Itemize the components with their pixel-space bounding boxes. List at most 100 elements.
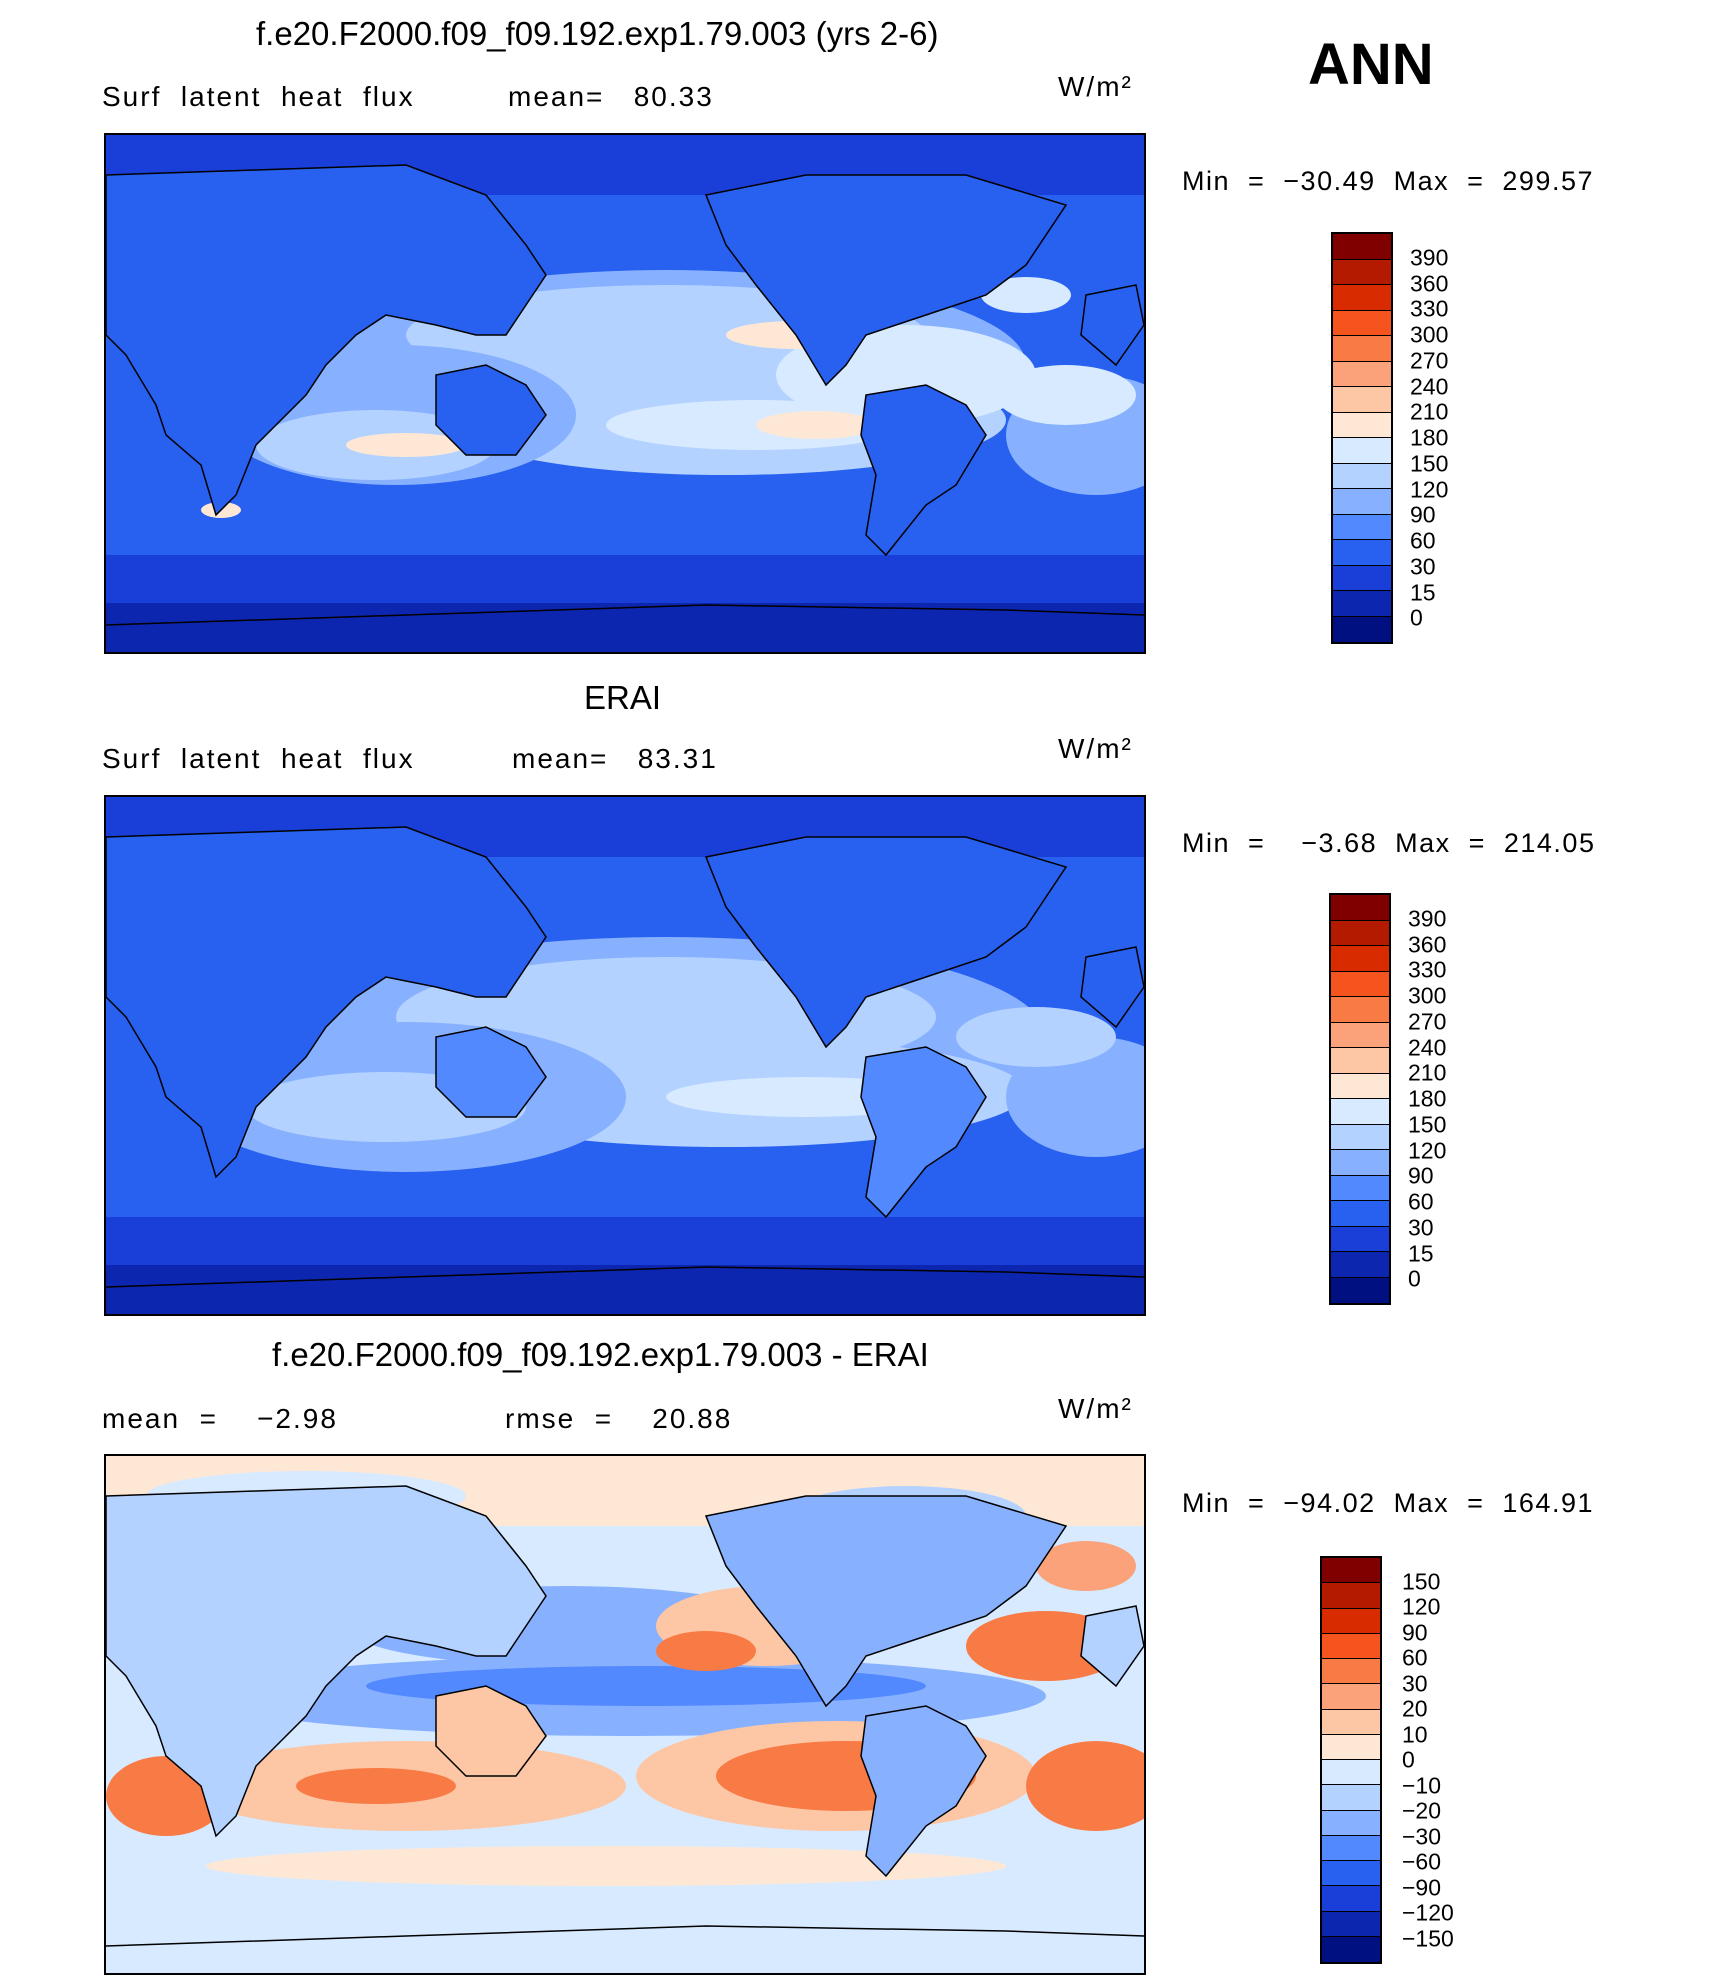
colorbar-swatch (1333, 591, 1391, 617)
colorbar-tick-label: 15 (1408, 1240, 1434, 1266)
colorbar-swatch (1322, 1734, 1380, 1760)
colorbar-swatch (1322, 1911, 1380, 1937)
colorbar-tick-label: 90 (1402, 1619, 1428, 1645)
colorbar-swatch (1331, 1124, 1389, 1150)
colorbar-swatch (1333, 514, 1391, 540)
colorbar-tick-label: 15 (1410, 579, 1436, 605)
colorbar-tick-label: 300 (1410, 321, 1449, 348)
colorbar-tick-label: 150 (1402, 1568, 1441, 1594)
colorbar-swatch (1331, 1048, 1389, 1074)
panel2-mean-label: mean= 83.31 (512, 743, 718, 774)
colorbar-tick-label: 120 (1408, 1137, 1447, 1163)
colorbar-tick-label: −30 (1402, 1823, 1442, 1849)
colorbar-tick-label: 240 (1410, 373, 1449, 399)
colorbar-tick-label: 30 (1408, 1214, 1434, 1241)
panel2-title: ERAI (584, 679, 662, 716)
colorbar-swatch (1331, 1201, 1389, 1227)
panel2-units-label: W/m² (1058, 733, 1133, 764)
colorbar-swatch (1331, 1150, 1389, 1176)
colorbar-tick-label: 390 (1408, 905, 1447, 932)
colorbar-swatch (1333, 489, 1391, 515)
colorbar-tick-label: 300 (1408, 982, 1447, 1009)
colorbar-tick-label: 120 (1410, 476, 1449, 502)
colorbar-swatch (1322, 1760, 1380, 1786)
colorbar-swatch (1322, 1684, 1380, 1710)
colorbar-swatch (1322, 1583, 1380, 1609)
colorbar-tick-label: 360 (1408, 931, 1447, 957)
colorbar-tick-label: 210 (1410, 398, 1449, 425)
panel2-minmax-label: Min = −3.68 Max = 214.05 (1182, 828, 1596, 858)
colorbar-tick-label: 0 (1410, 604, 1423, 631)
colorbar-swatch (1331, 1073, 1389, 1099)
colorbar-tick-label: 60 (1410, 527, 1436, 554)
colorbar-swatch (1333, 616, 1391, 642)
colorbar-swatch (1331, 1277, 1389, 1303)
colorbar-swatch (1322, 1886, 1380, 1912)
colorbar-tick-label: 0 (1408, 1265, 1421, 1292)
colorbar-tick-label: 360 (1410, 270, 1449, 296)
colorbar-swatch (1322, 1810, 1380, 1836)
colorbar-swatch (1331, 1226, 1389, 1252)
colorbar-tick-label: 270 (1410, 347, 1449, 374)
panel1-variable-label: Surf latent heat flux (102, 81, 415, 112)
colorbar-swatch (1333, 361, 1391, 387)
panel3-units-label: W/m² (1058, 1393, 1133, 1424)
colorbar-tick-label: −10 (1402, 1772, 1442, 1798)
colorbar-swatch (1331, 895, 1389, 921)
colorbar-tick-label: 120 (1402, 1593, 1441, 1620)
colorbar-tick-label: 180 (1410, 424, 1449, 451)
colorbar-swatch (1322, 1936, 1380, 1962)
colorbar-swatch (1322, 1633, 1380, 1659)
colorbar-tick-label: 10 (1402, 1721, 1428, 1747)
panel2-map (104, 795, 1146, 1316)
colorbar-tick-label: 240 (1408, 1034, 1447, 1060)
colorbar-tick-label: 330 (1410, 295, 1449, 322)
colorbar-swatch (1331, 971, 1389, 997)
colorbar-tick-label: 60 (1408, 1188, 1434, 1215)
panel1-minmax-label: Min = −30.49 Max = 299.57 (1182, 166, 1594, 196)
colorbar-swatch (1333, 438, 1391, 464)
colorbar-tick-label: 270 (1408, 1008, 1447, 1035)
colorbar-swatch (1331, 920, 1389, 946)
colorbar-swatch (1333, 463, 1391, 489)
colorbar-tick-label: 90 (1408, 1162, 1434, 1189)
colorbar-swatch (1322, 1608, 1380, 1634)
colorbar-swatch (1333, 234, 1391, 260)
panel2-colorbar (1329, 893, 1391, 1305)
colorbar-swatch (1333, 565, 1391, 591)
colorbar-swatch (1322, 1861, 1380, 1887)
colorbar-tick-label: 30 (1402, 1670, 1428, 1696)
colorbar-tick-label: 30 (1410, 553, 1436, 580)
colorbar-tick-label: 150 (1410, 450, 1449, 477)
colorbar-tick-label: −120 (1402, 1899, 1454, 1926)
colorbar-swatch (1333, 412, 1391, 438)
colorbar-swatch (1322, 1659, 1380, 1685)
colorbar-swatch (1331, 997, 1389, 1023)
colorbar-swatch (1322, 1785, 1380, 1811)
colorbar-tick-label: −90 (1402, 1874, 1442, 1900)
colorbar-swatch (1331, 1099, 1389, 1125)
colorbar-tick-label: 20 (1402, 1695, 1428, 1722)
colorbar-tick-label: 210 (1408, 1059, 1447, 1086)
panel3-rmse-label: rmse = 20.88 (505, 1403, 733, 1434)
colorbar-swatch (1333, 540, 1391, 566)
panel3-mean-label: mean = −2.98 (102, 1403, 338, 1434)
panel1-colorbar (1331, 232, 1393, 644)
colorbar-tick-label: −60 (1402, 1848, 1442, 1875)
colorbar-tick-label: −150 (1402, 1925, 1454, 1951)
colorbar-swatch (1333, 387, 1391, 413)
colorbar-swatch (1331, 1175, 1389, 1201)
colorbar-swatch (1333, 336, 1391, 362)
colorbar-tick-label: 90 (1410, 501, 1436, 528)
colorbar-swatch (1322, 1558, 1380, 1584)
season-label: ANN (1308, 32, 1434, 97)
panel1-units-label: W/m² (1058, 71, 1133, 102)
colorbar-swatch (1331, 1252, 1389, 1278)
panel1-map (104, 133, 1146, 654)
colorbar-swatch (1322, 1835, 1380, 1861)
colorbar-swatch (1331, 946, 1389, 972)
panel1-mean-label: mean= 80.33 (508, 81, 714, 112)
colorbar-tick-label: 330 (1408, 956, 1447, 983)
colorbar-tick-label: 60 (1402, 1644, 1428, 1671)
colorbar-tick-label: 0 (1402, 1746, 1415, 1773)
